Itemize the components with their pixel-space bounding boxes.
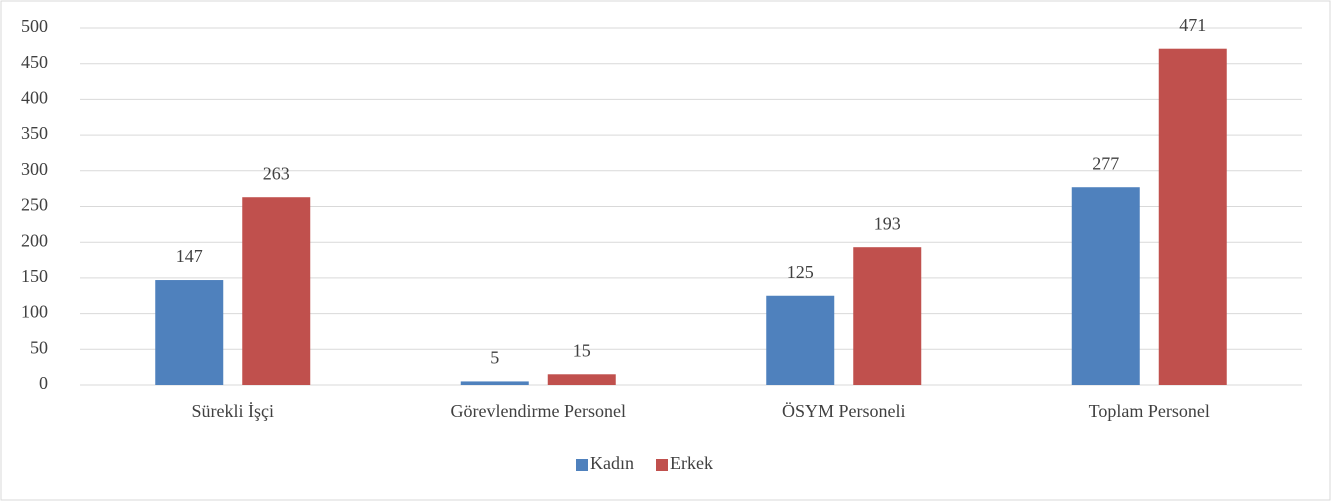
- y-tick-label: 50: [30, 337, 48, 357]
- data-label: 277: [1092, 153, 1119, 173]
- bar: [766, 295, 835, 385]
- data-label: 193: [874, 213, 901, 233]
- y-tick-label: 300: [21, 159, 48, 179]
- y-tick-label: 100: [21, 302, 48, 322]
- bar: [1071, 187, 1140, 385]
- bar: [155, 280, 224, 385]
- data-label: 471: [1179, 15, 1206, 35]
- y-tick-label: 350: [21, 123, 48, 143]
- y-tick-label: 500: [21, 16, 48, 36]
- y-tick-label: 250: [21, 195, 48, 215]
- legend-label: Erkek: [670, 453, 713, 473]
- x-tick-label: Görevlendirme Personel: [451, 401, 626, 421]
- y-tick-label: 450: [21, 52, 48, 72]
- data-label: 15: [573, 340, 591, 360]
- bar: [460, 381, 529, 385]
- bar: [242, 197, 311, 385]
- data-label: 5: [490, 348, 499, 368]
- bar: [853, 247, 922, 385]
- x-tick-label: Toplam Personel: [1089, 401, 1210, 421]
- y-tick-label: 400: [21, 88, 48, 108]
- y-tick-label: 0: [39, 373, 48, 393]
- legend-label: Kadın: [590, 453, 634, 473]
- x-tick-label: Sürekli İşçi: [192, 401, 275, 421]
- data-label: 125: [787, 262, 814, 282]
- data-label: 147: [176, 246, 203, 266]
- y-tick-label: 200: [21, 230, 48, 250]
- data-label: 263: [263, 163, 290, 183]
- x-tick-label: ÖSYM Personeli: [782, 401, 906, 421]
- bar: [547, 374, 616, 385]
- bar: [1158, 48, 1227, 386]
- legend-swatch: [576, 459, 588, 471]
- legend-swatch: [656, 459, 668, 471]
- y-tick-label: 150: [21, 266, 48, 286]
